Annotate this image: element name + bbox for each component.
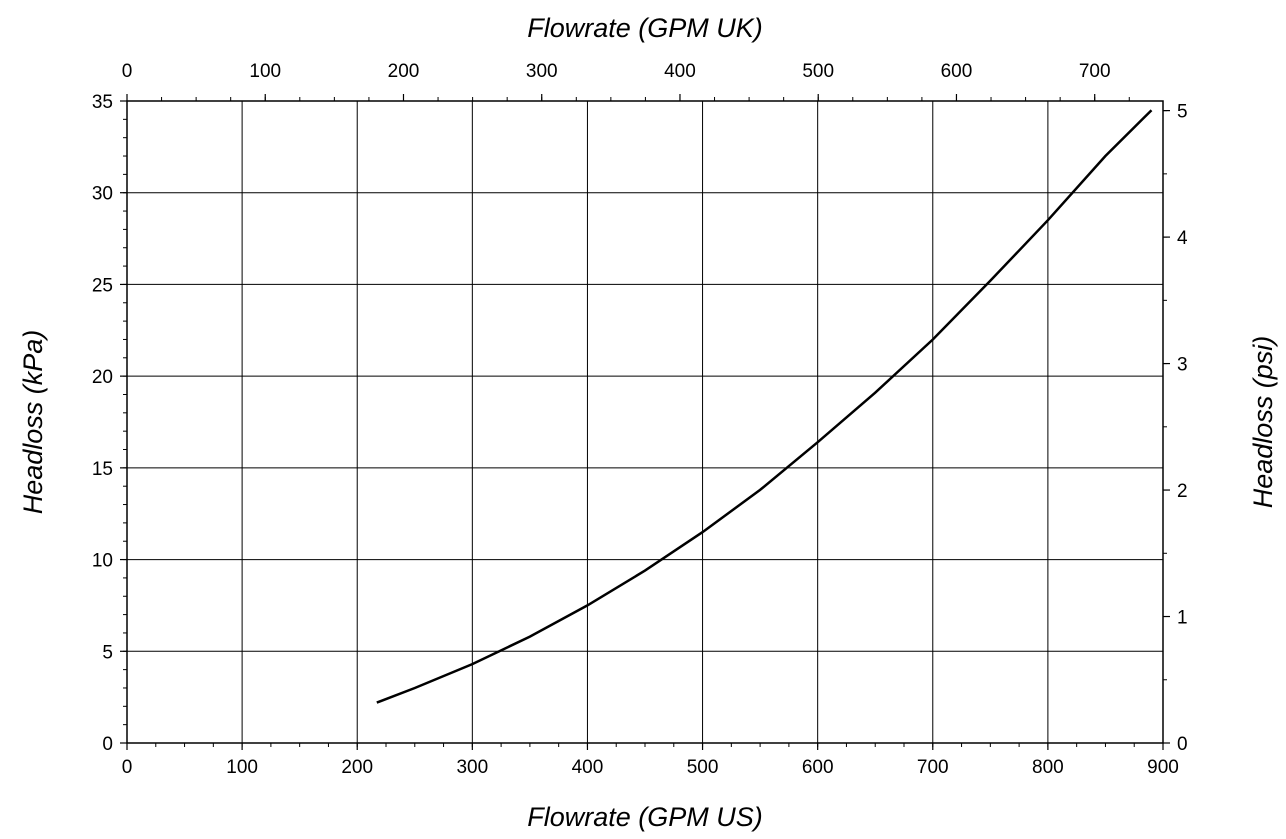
x-axis-bottom-title: Flowrate (GPM US) bbox=[527, 802, 763, 832]
y-right-tick-label: 5 bbox=[1177, 102, 1188, 123]
y-axis-right-title: Headloss (psi) bbox=[1248, 336, 1278, 509]
y-right-tick-label: 1 bbox=[1177, 608, 1188, 629]
y-left-tick-label: 25 bbox=[92, 275, 113, 296]
y-axis-left-title: Headloss (kPa) bbox=[18, 330, 48, 515]
x-top-tick-label: 100 bbox=[249, 61, 281, 82]
x-bottom-tick-label: 800 bbox=[1032, 757, 1064, 778]
x-bottom-tick-label: 200 bbox=[341, 757, 373, 778]
y-left-tick-label: 10 bbox=[92, 551, 113, 572]
grid-lines bbox=[126, 100, 1164, 744]
y-right-tick-label: 4 bbox=[1177, 228, 1188, 249]
x-top-tick-label: 200 bbox=[388, 61, 420, 82]
y-right-tick-label: 3 bbox=[1177, 355, 1188, 376]
x-bottom-tick-label: 400 bbox=[572, 757, 604, 778]
y-left-tick-label: 35 bbox=[92, 92, 113, 113]
y-left-tick-label: 15 bbox=[92, 459, 113, 480]
x-bottom-tick-label: 600 bbox=[802, 757, 834, 778]
y-left-tick-label: 5 bbox=[102, 642, 113, 663]
x-top-tick-label: 600 bbox=[941, 61, 973, 82]
y-left-tick-label: 30 bbox=[92, 184, 113, 205]
y-right-tick-label: 2 bbox=[1177, 481, 1188, 502]
x-bottom-tick-label: 700 bbox=[917, 757, 949, 778]
x-bottom-tick-label: 0 bbox=[122, 757, 133, 778]
y-right-tick-label: 0 bbox=[1177, 734, 1188, 755]
x-top-tick-label: 700 bbox=[1079, 61, 1111, 82]
x-top-tick-label: 0 bbox=[122, 61, 133, 82]
plot-frame bbox=[126, 100, 1164, 744]
x-axis-top-title: Flowrate (GPM UK) bbox=[527, 13, 763, 43]
x-bottom-tick-label: 500 bbox=[687, 757, 719, 778]
x-bottom-tick-label: 900 bbox=[1147, 757, 1179, 778]
x-top-tick-label: 300 bbox=[526, 61, 558, 82]
x-bottom-tick-label: 100 bbox=[226, 757, 258, 778]
x-top-tick-label: 400 bbox=[664, 61, 696, 82]
tick-labels: 0 100 200 300 400 500 600 700 800 900051015202530… bbox=[92, 61, 1188, 778]
x-top-tick-label: 500 bbox=[802, 61, 834, 82]
headloss-curve bbox=[376, 109, 1153, 704]
x-bottom-tick-label: 300 bbox=[456, 757, 488, 778]
y-left-tick-label: 20 bbox=[92, 367, 113, 388]
y-left-tick-label: 0 bbox=[102, 734, 113, 755]
